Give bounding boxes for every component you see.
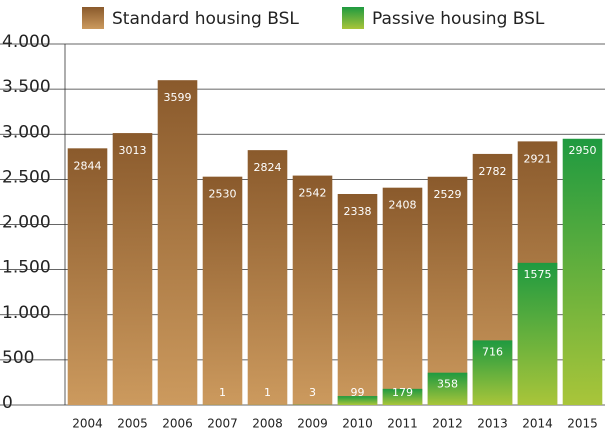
y-tick-label: 2.500 bbox=[2, 167, 51, 187]
bar bbox=[382, 187, 423, 405]
y-tick-label: 4.000 bbox=[2, 32, 51, 52]
y-tick-label: 1.500 bbox=[2, 258, 51, 278]
value-label: 2408 bbox=[389, 199, 417, 212]
x-tick-label: 2013 bbox=[477, 417, 508, 431]
bar bbox=[337, 396, 378, 405]
value-label: 2529 bbox=[434, 188, 462, 201]
bar bbox=[427, 176, 468, 405]
value-label: 1 bbox=[219, 386, 226, 399]
x-tick-label: 2006 bbox=[162, 417, 193, 431]
x-tick-label: 2010 bbox=[342, 417, 373, 431]
x-tick-label: 2011 bbox=[387, 417, 418, 431]
x-tick-label: 2014 bbox=[522, 417, 553, 431]
value-label: 716 bbox=[482, 345, 503, 358]
bar bbox=[157, 80, 198, 405]
value-label: 1 bbox=[264, 386, 271, 399]
value-label: 2921 bbox=[524, 152, 552, 165]
x-tick-label: 2004 bbox=[72, 417, 103, 431]
value-label: 2844 bbox=[74, 159, 102, 172]
bar bbox=[517, 262, 558, 405]
value-label: 1575 bbox=[524, 268, 552, 281]
value-label: 2338 bbox=[344, 205, 372, 218]
value-label: 2782 bbox=[479, 165, 507, 178]
value-label: 3599 bbox=[164, 91, 192, 104]
y-tick-label: 2.000 bbox=[2, 213, 51, 233]
bar bbox=[382, 388, 423, 405]
legend-swatch bbox=[82, 7, 104, 29]
bar bbox=[292, 175, 333, 405]
bar bbox=[427, 372, 468, 405]
x-tick-label: 2012 bbox=[432, 417, 463, 431]
legend-swatch bbox=[342, 7, 364, 29]
y-tick-label: 500 bbox=[2, 348, 34, 368]
legend-label: Standard housing BSL bbox=[112, 9, 299, 29]
bar bbox=[247, 150, 288, 405]
bar bbox=[67, 148, 108, 406]
x-tick-label: 2009 bbox=[297, 417, 328, 431]
x-tick-label: 2007 bbox=[207, 417, 238, 431]
value-label: 2530 bbox=[209, 188, 237, 201]
x-tick-label: 2008 bbox=[252, 417, 283, 431]
value-label: 2824 bbox=[254, 161, 282, 174]
legend-label: Passive housing BSL bbox=[372, 9, 545, 29]
y-tick-label: 3.500 bbox=[2, 77, 51, 97]
bar bbox=[472, 340, 513, 405]
value-label: 99 bbox=[351, 386, 365, 399]
bar bbox=[202, 176, 243, 405]
x-tick-label: 2005 bbox=[117, 417, 148, 431]
value-label: 2542 bbox=[299, 187, 327, 200]
value-label: 3 bbox=[309, 386, 316, 399]
value-label: 179 bbox=[392, 386, 413, 399]
bar bbox=[337, 193, 378, 405]
value-label: 3013 bbox=[119, 144, 147, 157]
y-tick-label: 3.000 bbox=[2, 122, 51, 142]
y-tick-label: 1.000 bbox=[2, 303, 51, 323]
value-label: 358 bbox=[437, 378, 458, 391]
bar bbox=[112, 133, 153, 405]
value-label: 2950 bbox=[569, 144, 597, 157]
bar bbox=[562, 138, 603, 405]
y-tick-label: 0 bbox=[2, 393, 13, 413]
x-tick-label: 2015 bbox=[567, 417, 598, 431]
